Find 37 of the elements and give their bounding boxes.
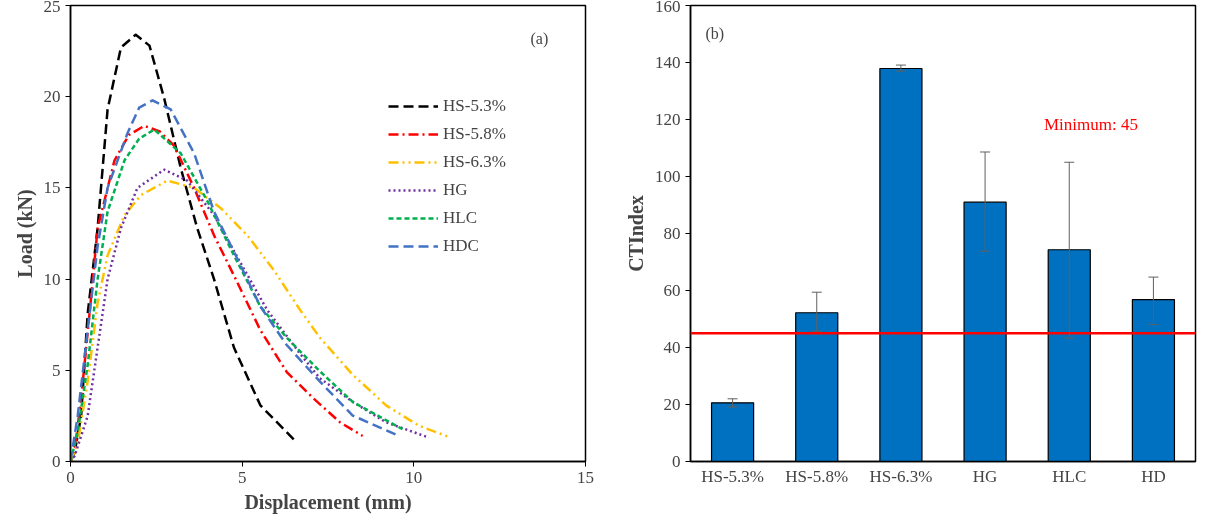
x-tick-label: HG [972, 466, 998, 486]
y-tick-label: 20 [663, 395, 681, 414]
x-tick-label: HS-5.8% [785, 466, 849, 486]
y-tick-label: 5 [52, 360, 61, 380]
x-tick-label: HLC [1052, 466, 1087, 486]
y-tick-label: 160 [655, 0, 681, 16]
x-tick-label: 0 [66, 467, 75, 487]
x-tick-label: 15 [577, 467, 594, 487]
x-tick-label: 10 [405, 467, 423, 487]
x-tick-label: HS-5.3% [701, 466, 764, 486]
y-tick-label: 100 [655, 167, 681, 186]
legend-label: HS-6.3% [443, 152, 506, 172]
y-tick-label: 80 [663, 224, 681, 243]
y-tick-label: 10 [43, 269, 61, 289]
y-tick-label: 120 [655, 110, 681, 129]
x-axis-title: Displacement (mm) [244, 490, 412, 514]
legend-label: HDC [443, 236, 479, 256]
x-tick-label: HD [1141, 466, 1166, 486]
y-tick-label: 25 [43, 0, 61, 16]
y-tick-label: 60 [663, 281, 681, 300]
legend-label: HS-5.3% [443, 96, 506, 116]
ref-line-label: Minimum: 45 [1044, 114, 1138, 134]
x-tick-label: 5 [237, 467, 247, 487]
y-axis-title: Load (kN) [13, 189, 37, 278]
y-tick-label: 140 [655, 53, 681, 72]
legend-label: HG [443, 180, 468, 200]
x-tick-label: HS-6.3% [869, 466, 933, 486]
y-tick-label: 40 [663, 338, 681, 357]
y-tick-label: 20 [43, 87, 61, 107]
legend-label: HS-5.8% [443, 124, 506, 144]
annotation: (b) [705, 24, 725, 43]
y-axis-title: CTIndex [625, 195, 647, 272]
y-tick-label: 0 [672, 452, 681, 471]
annotation: (a) [530, 29, 549, 48]
y-tick-label: 15 [43, 178, 61, 198]
legend-label: HLC [443, 208, 477, 228]
y-tick-label: 0 [52, 452, 61, 471]
